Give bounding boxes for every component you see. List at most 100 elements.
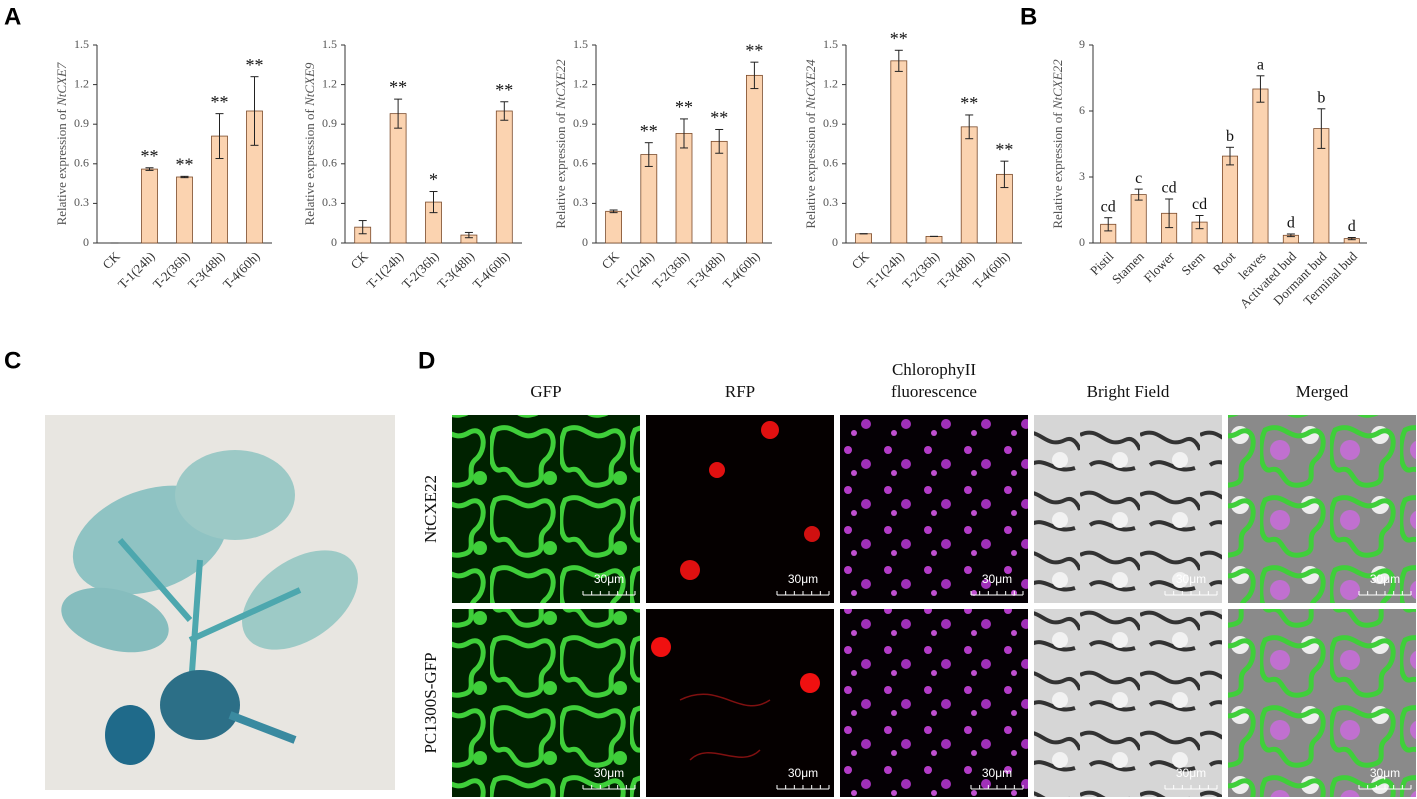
significance-label: ** [675, 97, 693, 117]
y-axis-label-gene: NtCXE24 [803, 59, 818, 110]
x-tick-label: T-1(24h) [864, 249, 907, 292]
y-tick-label: 1.5 [573, 37, 588, 51]
bar [890, 60, 908, 244]
y-tick-label: 0.9 [322, 116, 337, 130]
column-header: fluorescence [891, 382, 977, 401]
y-tick-label: 0.9 [573, 116, 588, 130]
x-tick-label: T-3(48h) [185, 249, 228, 292]
x-tick-label: T-4(60h) [220, 249, 263, 292]
x-tick-label: CK [848, 248, 872, 272]
y-axis-label-gene: NtCXE22 [553, 59, 568, 110]
x-tick-label: T-1(24h) [115, 249, 158, 292]
x-tick-label: T-1(24h) [614, 249, 657, 292]
x-tick-label: T-2(36h) [399, 249, 442, 292]
bar [1252, 88, 1269, 244]
error-bar [500, 101, 509, 121]
bar [605, 210, 622, 244]
significance-label: ** [176, 154, 194, 174]
significance-label: ** [710, 108, 728, 128]
column-header: RFP [725, 382, 755, 401]
y-axis-label: Relative expression of NtCXE22 [553, 59, 568, 229]
panel-label: C [4, 347, 21, 374]
error-bar [464, 231, 473, 239]
bar [1130, 194, 1147, 244]
significance-label: ** [960, 93, 978, 113]
column-header: Merged [1296, 382, 1349, 401]
x-tick-label: Stamen [1109, 248, 1148, 287]
x-tick-label: T-3(48h) [434, 249, 477, 292]
y-axis-label-text: Relative expression of [803, 112, 818, 229]
x-tick-label: T-1(24h) [363, 249, 406, 292]
bar [746, 74, 763, 244]
row-label: NtCXE22 [421, 475, 440, 543]
error-bar [1000, 160, 1009, 189]
error-bar [145, 167, 154, 171]
significance-label: ** [141, 146, 159, 166]
scale-bar-label: 30μm [1176, 572, 1206, 586]
error-bar [1256, 75, 1265, 103]
scale-bar-label: 30μm [1370, 572, 1400, 586]
error-bar [894, 49, 903, 72]
x-tick-label: Flower [1141, 248, 1178, 285]
bar [960, 126, 978, 244]
x-tick-label: T-3(48h) [684, 249, 727, 292]
error-bar [715, 128, 724, 154]
error-bar [1286, 233, 1295, 238]
y-axis-label-gene: NtCXE22 [1050, 59, 1065, 110]
x-tick-label: CK [598, 248, 622, 272]
error-bar [358, 220, 367, 235]
x-tick-label: T-4(60h) [470, 249, 513, 292]
y-tick-label: 0.3 [823, 195, 838, 209]
scale-bar-label: 30μm [1176, 766, 1206, 780]
column-header: ChlorophyII [892, 360, 976, 379]
scale-bar-label: 30μm [982, 572, 1012, 586]
error-bar [215, 113, 224, 160]
x-tick-label: T-2(36h) [150, 249, 193, 292]
y-tick-label: 1.5 [823, 37, 838, 51]
significance-label: d [1348, 218, 1356, 235]
error-bar [680, 118, 688, 149]
significance-label: ** [995, 139, 1013, 159]
y-tick-label: 0.3 [322, 195, 337, 209]
significance-label: cd [1101, 198, 1116, 215]
y-tick-label: 3 [1079, 169, 1085, 183]
bar [1221, 155, 1239, 244]
error-bar [250, 76, 259, 146]
y-axis-label-text: Relative expression of [54, 109, 69, 226]
bar [925, 235, 943, 244]
significance-label: b [1226, 128, 1234, 145]
error-bar [1195, 215, 1204, 230]
bar [141, 168, 158, 244]
scale-bar-label: 30μm [788, 572, 818, 586]
y-tick-label: 0.6 [322, 156, 337, 170]
y-tick-label: 1.2 [322, 76, 337, 90]
significance-label: ** [890, 28, 908, 48]
significance-label: * [429, 170, 438, 190]
error-bar [750, 61, 759, 90]
y-tick-label: 1.2 [823, 76, 838, 90]
significance-label: cd [1162, 180, 1177, 197]
x-tick-label: Stem [1178, 249, 1208, 279]
scale-bar-label: 30μm [594, 572, 624, 586]
y-tick-label: 0 [1079, 235, 1085, 249]
y-axis-label-gene: NtCXE7 [54, 62, 69, 107]
scale-bar-label: 30μm [1370, 766, 1400, 780]
x-tick-label: T-2(36h) [899, 249, 942, 292]
y-tick-label: 1.5 [74, 37, 89, 51]
significance-label: ** [745, 40, 763, 60]
y-axis-label-text: Relative expression of [1050, 112, 1065, 229]
y-axis-label: Relative expression of NtCXE7 [54, 62, 69, 225]
error-bar [1134, 188, 1143, 201]
error-bar [644, 142, 653, 167]
significance-label: ** [246, 55, 264, 75]
panel-label: B [1020, 3, 1037, 30]
error-bar [965, 114, 974, 140]
y-tick-label: 0.9 [74, 116, 89, 130]
error-bar [1226, 146, 1234, 166]
y-axis-label-gene: NtCXE9 [302, 62, 317, 107]
y-tick-label: 1.2 [573, 76, 588, 90]
y-tick-label: 0 [832, 235, 838, 249]
x-tick-label: T-2(36h) [649, 249, 692, 292]
